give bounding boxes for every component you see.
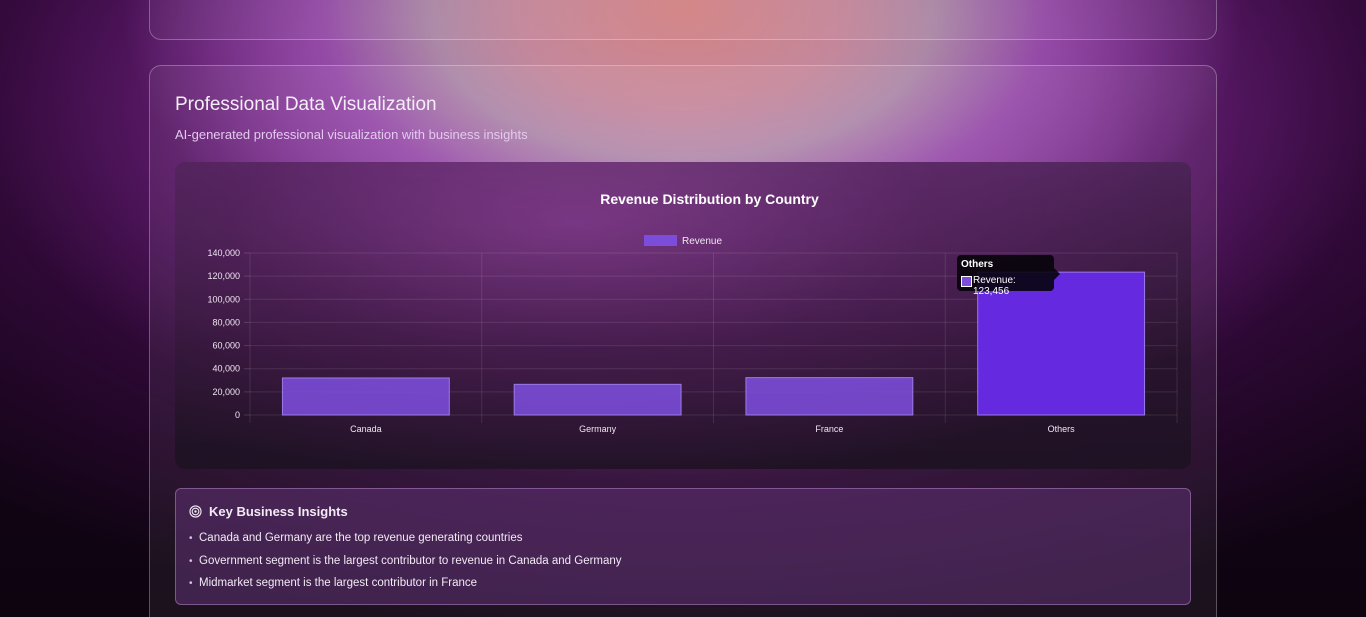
tooltip-title: Others — [961, 259, 994, 270]
y-tick-label: 140,000 — [207, 248, 240, 258]
revenue-bar-chart[interactable]: Revenue Distribution by Country Revenue 0 2… — [175, 162, 1191, 469]
y-tick-label: 60,000 — [212, 341, 240, 351]
section-title: Professional Data Visualization — [175, 94, 437, 115]
target-icon — [189, 505, 202, 518]
y-tick-label: 0 — [235, 410, 240, 420]
section-subtitle: AI-generated professional visualization … — [175, 127, 528, 142]
tooltip-body: Revenue: 123,456 — [973, 275, 1016, 297]
y-tick-label: 40,000 — [212, 364, 240, 374]
insight-text: Midmarket segment is the largest contrib… — [199, 577, 478, 589]
tooltip-color-swatch — [961, 276, 972, 287]
bar-others — [977, 271, 1146, 416]
chart-panel: Revenue Distribution by Country Revenue 0 2… — [175, 162, 1191, 469]
y-tick-label: 20,000 — [212, 387, 240, 397]
x-tick-label: Germany — [579, 424, 617, 434]
insight-text: Canada and Germany are the top revenue g… — [199, 532, 523, 544]
insights-header: Key Business Insights — [189, 504, 348, 519]
x-tick-label: France — [815, 424, 843, 434]
visualization-card: Professional Data Visualization AI-gener… — [149, 65, 1217, 617]
y-tick-label: 100,000 — [207, 294, 240, 304]
insight-item: • Midmarket segment is the largest contri… — [189, 577, 478, 589]
legend-swatch — [644, 235, 677, 246]
chart-title: Revenue Distribution by Country — [600, 191, 819, 207]
x-tick-label: Others — [1048, 424, 1076, 434]
bar-france — [745, 377, 914, 416]
insight-text: Government segment is the largest contri… — [199, 554, 622, 567]
insights-list: • Canada and Germany are the top revenue … — [189, 532, 622, 600]
chart-tooltip: Others Revenue: 123,456 — [957, 255, 1060, 297]
y-tick-label: 80,000 — [212, 317, 240, 327]
insight-item: • Government segment is the largest contr… — [189, 554, 622, 567]
y-tick-label: 120,000 — [207, 271, 240, 281]
bar-germany — [513, 383, 682, 416]
insights-card: Key Business Insights • Canada and German… — [175, 488, 1191, 605]
x-tick-label: Canada — [350, 424, 382, 434]
legend-label: Revenue — [682, 236, 722, 247]
bar-canada — [281, 377, 450, 416]
previous-card — [149, 0, 1217, 40]
insight-item: • Canada and Germany are the top revenue … — [189, 532, 523, 544]
insights-title: Key Business Insights — [209, 504, 348, 519]
